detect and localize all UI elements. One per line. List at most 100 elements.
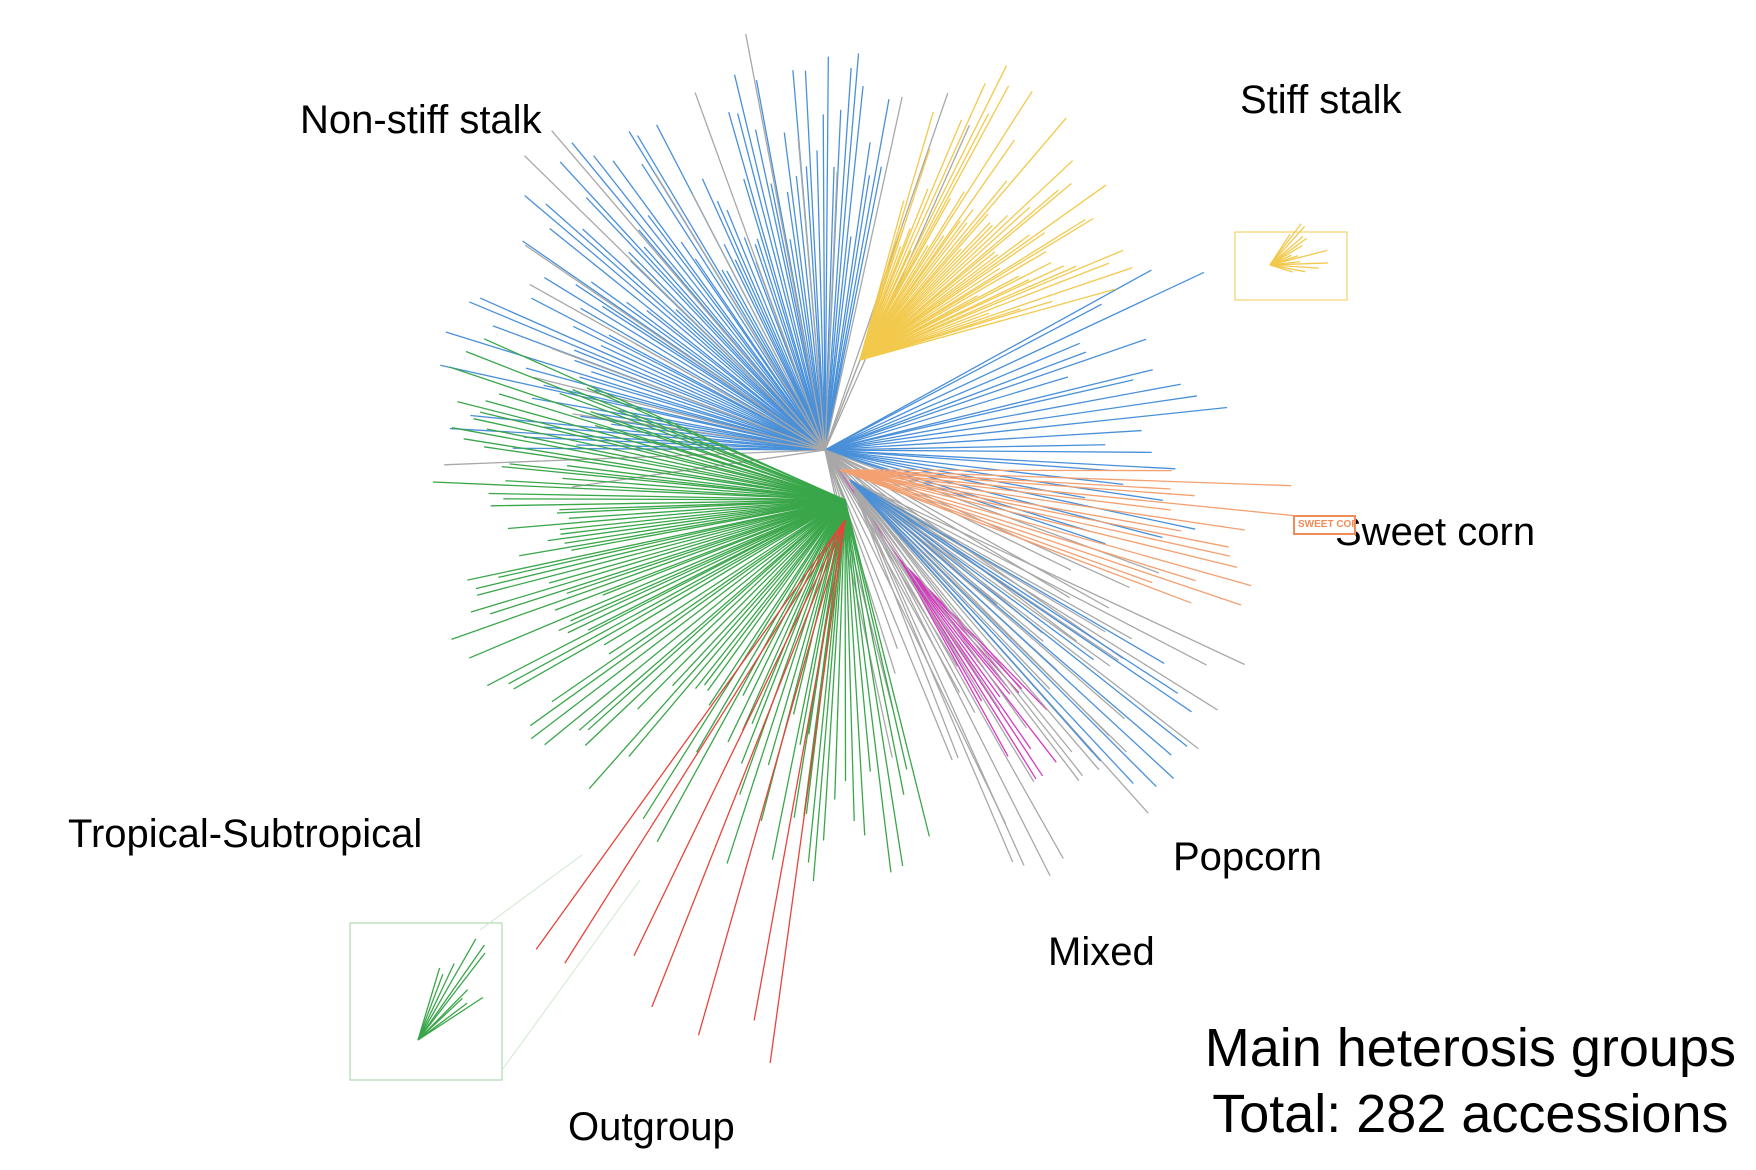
stiff-stalk-branch <box>859 183 1072 361</box>
non-stiff-stalk-branch <box>849 479 1175 779</box>
stiff-stalk-inset-branch <box>1269 244 1303 266</box>
mixed-branch <box>849 479 1218 711</box>
tropical-branch <box>487 499 846 687</box>
non-stiff-stalk-branch <box>824 449 1176 470</box>
tropical-branch <box>490 499 846 507</box>
sweet-corn-branch <box>839 469 1245 531</box>
non-stiff-stalk-branch <box>626 301 826 451</box>
stiff-stalk-branch <box>859 180 1008 361</box>
sweet-corn-branch <box>839 469 1171 490</box>
non-stiff-stalk-branch <box>824 449 1196 530</box>
mixed-branch <box>824 449 977 682</box>
non-stiff-stalk-branch <box>783 132 826 451</box>
tropical-branch <box>457 401 846 501</box>
non-stiff-stalk-branch <box>824 342 1081 451</box>
mixed-branch <box>849 479 959 759</box>
sweet-corn-branch <box>839 469 1252 587</box>
non-stiff-stalk-branch <box>470 414 826 451</box>
non-stiff-stalk-branch <box>641 163 826 451</box>
tropical-branch <box>587 499 846 631</box>
stiff-stalk-branch <box>859 198 951 361</box>
mixed-branch <box>529 283 826 451</box>
tropical-branch <box>672 499 846 687</box>
tropical-branch <box>503 498 846 501</box>
mixed-branch <box>849 479 1199 750</box>
tropical-branch <box>548 499 846 584</box>
tropical-branch <box>554 499 846 611</box>
tropical-branch <box>812 499 846 882</box>
tropical-branch <box>741 499 846 731</box>
stiff-stalk-branch <box>859 119 963 361</box>
tropical-inset-branch <box>417 938 477 1041</box>
non-stiff-stalk-branch <box>824 406 1228 451</box>
tropical-branch <box>530 499 846 740</box>
tropical-branch <box>567 465 846 501</box>
non-stiff-stalk-branch <box>824 269 1152 451</box>
label-stiff-stalk: Stiff stalk <box>1240 78 1402 122</box>
tropical-branch <box>508 499 846 685</box>
non-stiff-stalk-branch <box>582 228 826 451</box>
non-stiff-stalk-branch <box>824 86 864 451</box>
non-stiff-stalk-branch <box>824 429 1142 451</box>
non-stiff-stalk-branch <box>824 67 852 451</box>
non-stiff-stalk-branch <box>824 383 1181 451</box>
tropical-branch <box>488 492 846 501</box>
non-stiff-stalk-branch <box>824 99 890 451</box>
mixed-branch <box>691 194 826 451</box>
mixed-branch <box>824 171 838 451</box>
mixed-branch <box>849 479 1025 866</box>
mixed-branch <box>824 449 1007 824</box>
stiff-stalk-branch <box>859 251 1047 361</box>
sweet-corn-branch <box>839 469 1192 604</box>
summary-block: Main heterosis groups Total: 282 accessi… <box>1205 1015 1736 1147</box>
tropical-branch <box>567 499 846 634</box>
tropical-branch <box>844 499 866 836</box>
non-stiff-stalk-branch <box>694 258 826 451</box>
non-stiff-stalk-branch <box>849 479 1188 747</box>
non-stiff-stalk-branch <box>643 246 826 451</box>
stiff-stalk-branch <box>859 217 1094 361</box>
tropical-branch <box>509 463 846 501</box>
non-stiff-stalk-branch <box>849 479 1172 756</box>
non-stiff-stalk-branch <box>786 191 826 451</box>
tropical-branch <box>637 499 846 710</box>
non-stiff-stalk-branch <box>636 135 826 451</box>
stiff-stalk-branch <box>859 249 1124 361</box>
non-stiff-stalk-branch <box>543 426 826 451</box>
non-stiff-stalk-branch <box>559 161 826 451</box>
summary-title: Main heterosis groups <box>1204 1018 1736 1078</box>
non-stiff-stalk-branch <box>756 238 826 451</box>
mixed-branch <box>849 479 1084 777</box>
summary-total: Total: 282 accessions <box>1212 1084 1729 1144</box>
tropical-branch <box>703 499 846 686</box>
stiff-stalk-branch <box>859 261 1052 361</box>
non-stiff-stalk-branch <box>824 369 1153 451</box>
tropical-branch <box>799 499 846 745</box>
sweet-corn-branch <box>839 469 1196 582</box>
sweet-corn-branch <box>839 469 1182 532</box>
non-stiff-stalk-branch <box>795 175 826 451</box>
tropical-inset-branch <box>417 967 441 1041</box>
tropical-branch <box>463 438 846 501</box>
non-stiff-stalk-branch <box>804 70 826 451</box>
outgroup-branch <box>633 519 846 957</box>
tropical-branch <box>559 392 846 501</box>
tropical-inset-branch <box>417 997 463 1041</box>
tropical-branch <box>588 499 846 790</box>
tropical-branch <box>570 499 846 622</box>
non-stiff-stalk-branch <box>816 150 826 451</box>
label-tropical-subtropical: Tropical-Subtropical <box>68 812 423 856</box>
stiff-stalk-branch <box>859 85 1010 361</box>
non-stiff-stalk-branch <box>733 74 826 451</box>
mixed-branch <box>533 376 826 451</box>
mixed-branch <box>444 449 826 466</box>
mixed-branch <box>824 449 899 650</box>
mixed-branch <box>849 479 1027 729</box>
stiff-stalk-branch <box>859 90 1033 361</box>
sweet-corn-branch <box>839 469 1242 606</box>
tropical-branch <box>742 499 846 696</box>
label-outgroup: Outgroup <box>568 1105 735 1149</box>
label-popcorn: Popcorn <box>1173 835 1322 879</box>
tropical-branch <box>498 393 846 501</box>
